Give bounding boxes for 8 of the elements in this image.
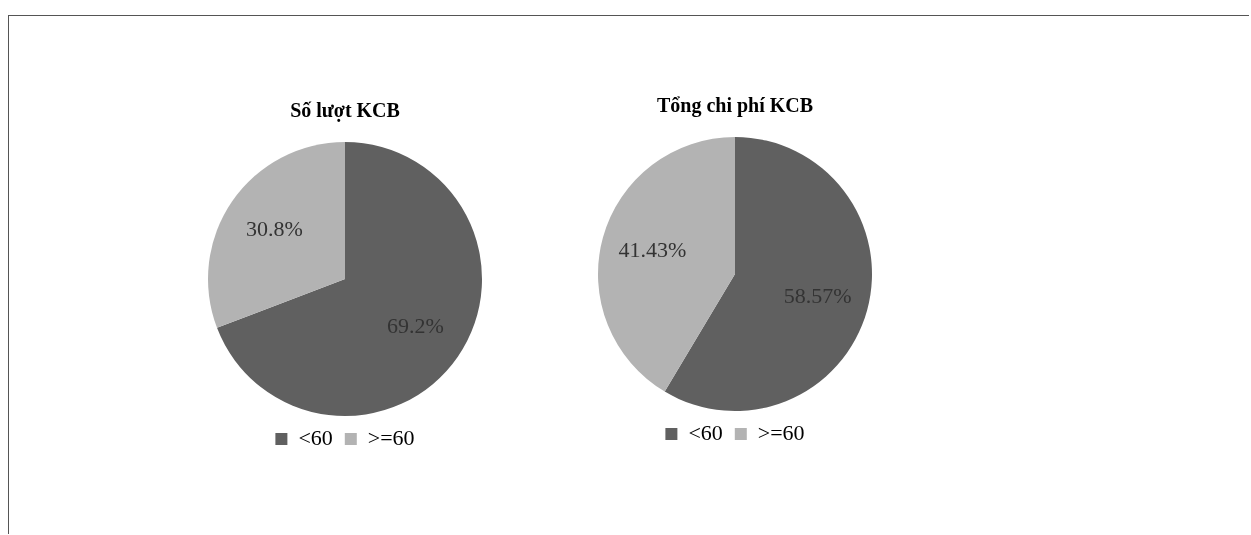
chart-title: Số lượt KCB <box>290 99 400 123</box>
data-label: 30.8% <box>246 216 303 242</box>
data-label: 41.43% <box>618 237 687 263</box>
legend-label: <60 <box>298 424 333 450</box>
chart-title: Tổng chi phí KCB <box>656 94 814 118</box>
legend-label: >=60 <box>757 419 805 445</box>
legend-label: >=60 <box>367 424 415 450</box>
legend-label: <60 <box>688 419 723 445</box>
